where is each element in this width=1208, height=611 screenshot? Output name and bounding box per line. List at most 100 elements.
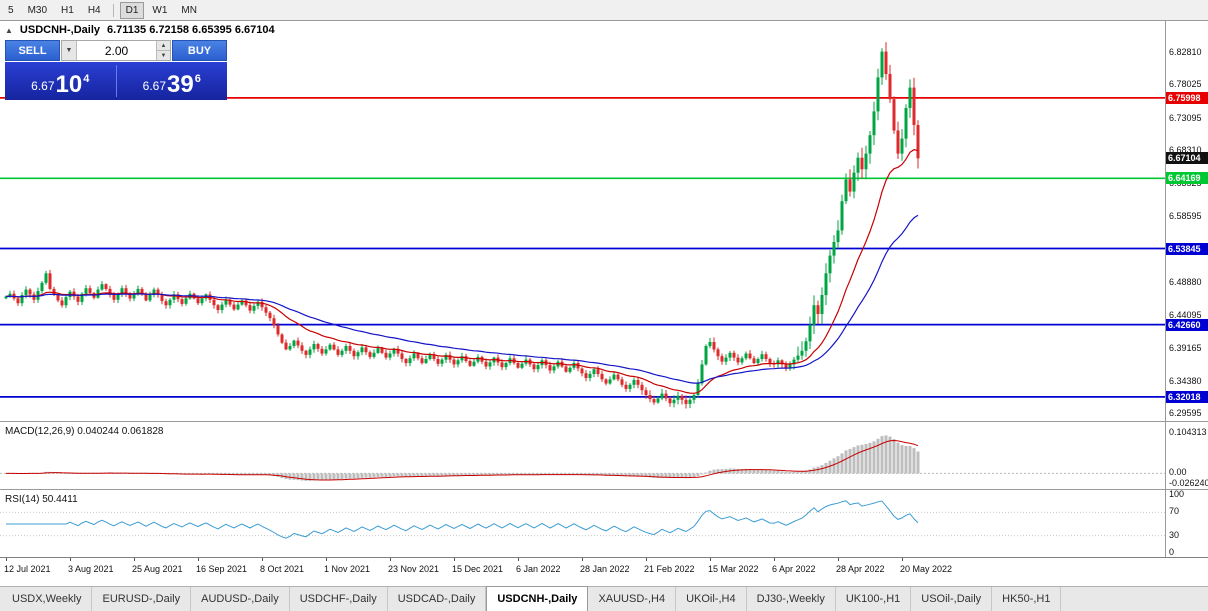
sell-price-main: 6.67 <box>31 79 55 93</box>
macd-scale[interactable]: 0.104313 0.00 -0.026240 <box>1165 422 1208 489</box>
macd-bar <box>292 473 296 480</box>
macd-bar <box>868 442 872 474</box>
axis-label: 0.00 <box>1169 467 1187 478</box>
symbol-tab-usdchf-daily[interactable]: USDCHF-,Daily <box>290 587 388 611</box>
candle-body <box>212 299 216 306</box>
timeframe-w1[interactable]: W1 <box>146 1 174 19</box>
candle-body <box>468 361 472 366</box>
candle-body <box>724 357 728 362</box>
date-axis[interactable]: 12 Jul 2021 3 Aug 2021 25 Aug 2021 16 Sep 2… <box>0 557 1208 587</box>
macd-bar <box>528 473 532 475</box>
symbol-tab-uk100-h1[interactable]: UK100-,H1 <box>836 587 912 611</box>
sell-price[interactable]: 6.67 10 4 <box>5 62 116 100</box>
macd-bar <box>296 473 300 481</box>
candle-body <box>572 363 576 368</box>
candlestick-plot[interactable] <box>0 21 1165 421</box>
candle-body <box>808 325 812 342</box>
moving-average-slow[interactable] <box>5 214 919 384</box>
candle-body <box>376 348 380 353</box>
symbol-tab-usdcnh-daily[interactable]: USDCNH-,Daily <box>486 586 589 611</box>
candle-body <box>400 353 404 359</box>
macd-plot[interactable] <box>0 423 1165 489</box>
macd-bar <box>784 471 788 474</box>
candle-body <box>28 289 32 295</box>
candle-body <box>756 359 760 364</box>
date-tick <box>774 558 775 561</box>
buy-button[interactable]: BUY <box>172 40 227 61</box>
candle-body <box>880 51 884 78</box>
symbol-tab-usoil-daily[interactable]: USOil-,Daily <box>911 587 993 611</box>
candle-body <box>60 300 64 306</box>
candle-body <box>740 358 744 363</box>
candle-body <box>232 304 236 310</box>
candle-body <box>460 356 464 361</box>
candle-body <box>784 364 788 369</box>
timeframe-h1[interactable]: H1 <box>55 1 80 19</box>
macd-bar <box>340 473 344 480</box>
timeframe-h4[interactable]: H4 <box>81 1 107 19</box>
candle-body <box>864 153 868 170</box>
symbol-tab-xauusd-h4[interactable]: XAUUSD-,H4 <box>588 587 677 611</box>
volume-dropdown-icon[interactable]: ▼ <box>62 41 77 60</box>
macd-bar <box>656 473 660 478</box>
moving-average-fast[interactable] <box>5 149 919 394</box>
volume-down-icon[interactable]: ▼ <box>157 51 170 60</box>
candle-body <box>840 201 844 231</box>
macd-bar <box>896 442 900 474</box>
macd-bar <box>660 473 664 478</box>
buy-price[interactable]: 6.67 39 6 <box>117 62 228 100</box>
volume-stepper: ▲ ▼ <box>156 41 170 60</box>
candle-body <box>640 384 644 391</box>
candle-body <box>592 369 596 374</box>
one-click-toggle-icon[interactable]: ▲ <box>5 25 13 35</box>
symbol-tab-usdx-weekly[interactable]: USDX,Weekly <box>2 587 93 611</box>
date-tick <box>518 558 519 561</box>
timeframe-mn[interactable]: MN <box>175 1 203 19</box>
timeframe-m30[interactable]: M30 <box>21 1 54 19</box>
sell-button[interactable]: SELL <box>5 40 60 61</box>
sell-price-big: 10 <box>55 71 83 99</box>
symbol-tab-usdcad-daily[interactable]: USDCAD-,Daily <box>388 587 487 611</box>
candle-body <box>588 373 592 378</box>
macd-bar <box>64 473 68 474</box>
price-scale[interactable]: 6.828106.780256.730956.683106.635256.585… <box>1165 21 1208 421</box>
hline-price-badge: 6.64169 <box>1166 172 1208 185</box>
rsi-scale[interactable]: 100 70 30 0 <box>1165 489 1208 557</box>
macd-bar <box>712 469 716 474</box>
candle-body <box>260 301 264 308</box>
macd-bar <box>380 473 384 477</box>
macd-bar <box>312 473 316 481</box>
macd-bar <box>356 473 360 479</box>
macd-bar <box>488 473 492 475</box>
timeframe-5[interactable]: 5 <box>2 1 20 19</box>
macd-bar <box>384 473 388 477</box>
candle-body <box>488 362 492 367</box>
volume-input[interactable] <box>77 41 156 60</box>
candle-body <box>836 230 840 242</box>
macd-bar <box>72 473 76 474</box>
candle-body <box>656 398 660 403</box>
rsi-plot[interactable] <box>0 491 1165 557</box>
candle-body <box>696 383 700 395</box>
candle-body <box>8 293 12 297</box>
macd-bar <box>396 473 400 477</box>
symbol-tab-hk50-h1[interactable]: HK50-,H1 <box>992 587 1062 611</box>
candle-body <box>268 312 272 319</box>
symbol-tab-dj30-weekly[interactable]: DJ30-,Weekly <box>747 587 836 611</box>
macd-bar <box>856 445 860 474</box>
axis-label: 6.82810 <box>1169 46 1202 57</box>
symbol-tab-eurusd-daily[interactable]: EURUSD-,Daily <box>92 587 192 611</box>
macd-panel: 0.104313 0.00 -0.026240 MACD(12,26,9) 0.04… <box>0 421 1208 489</box>
macd-bar <box>756 469 760 474</box>
macd-bar <box>676 473 680 478</box>
symbol-tab-audusd-daily[interactable]: AUDUSD-,Daily <box>191 587 290 611</box>
macd-bar <box>692 473 696 477</box>
symbol-tab-ukoil-h4[interactable]: UKOil-,H4 <box>676 587 747 611</box>
timeframe-d1[interactable]: D1 <box>119 1 145 19</box>
date-tick <box>710 558 711 561</box>
candle-body <box>876 77 880 112</box>
macd-bar <box>620 473 624 476</box>
volume-up-icon[interactable]: ▲ <box>157 41 170 51</box>
date-label: 12 Jul 2021 <box>4 564 51 574</box>
date-label: 3 Aug 2021 <box>68 564 114 574</box>
